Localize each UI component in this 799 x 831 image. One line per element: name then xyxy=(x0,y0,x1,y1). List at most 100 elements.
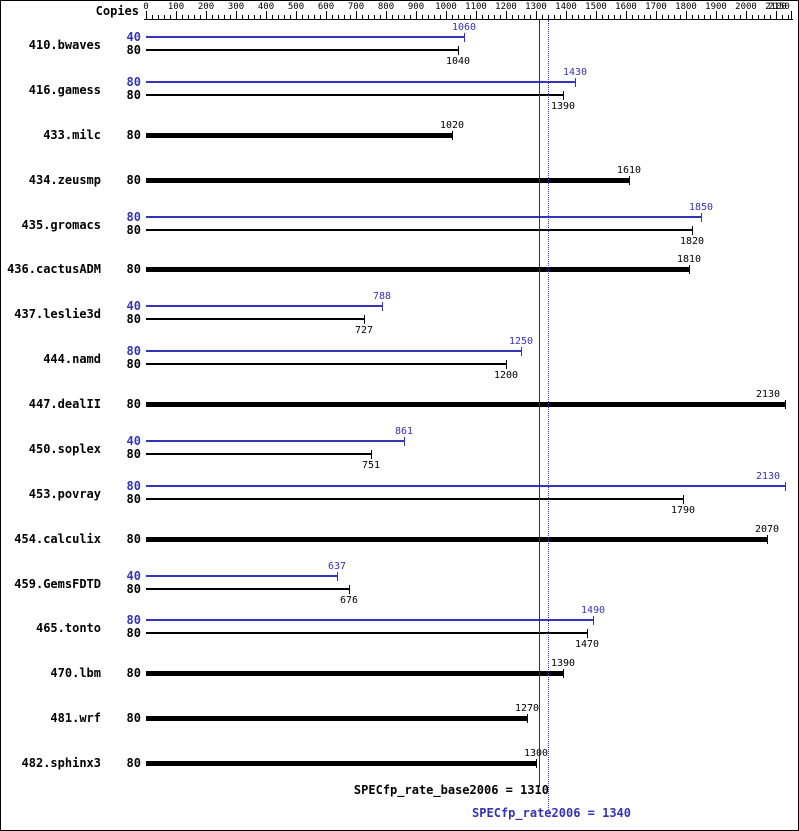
axis-minor-tick xyxy=(614,15,615,19)
benchmark-label: 433.milc xyxy=(43,128,101,142)
bar-endcap xyxy=(521,347,522,356)
axis-major-tick xyxy=(446,11,447,19)
copies-label: 80 xyxy=(126,43,141,57)
value-label: 1820 xyxy=(679,236,705,247)
bar-endcap xyxy=(767,535,768,544)
value-label: 1470 xyxy=(574,639,600,650)
axis-minor-tick xyxy=(314,15,315,19)
copies-label: 80 xyxy=(126,357,141,371)
axis-tick-label: 500 xyxy=(287,2,305,12)
axis-minor-tick xyxy=(500,15,501,19)
value-label: 1390 xyxy=(550,101,576,112)
axis-minor-tick xyxy=(188,15,189,19)
bar-endcap xyxy=(527,714,528,723)
axis-tick-label: 400 xyxy=(257,2,275,12)
axis-minor-tick xyxy=(434,15,435,19)
copies-label: 80 xyxy=(126,312,141,326)
axis-major-tick xyxy=(356,11,357,19)
axis-major-tick xyxy=(566,11,567,19)
copies-label: 80 xyxy=(126,173,141,187)
axis-minor-tick xyxy=(512,15,513,19)
value-label: 1850 xyxy=(688,202,714,213)
axis-tick-label: 300 xyxy=(227,2,245,12)
bar-endcap xyxy=(349,585,350,594)
copies-label: 80 xyxy=(126,479,141,493)
copies-label: 80 xyxy=(126,223,141,237)
benchmark-label: 434.zeusmp xyxy=(28,173,101,187)
bar xyxy=(146,498,683,500)
bar xyxy=(146,632,587,634)
axis-major-tick xyxy=(536,11,537,19)
axis-tick-label: 2000 xyxy=(735,2,757,12)
axis-tick-label: 1300 xyxy=(525,2,547,12)
axis-tick-label: 700 xyxy=(347,2,365,12)
copies-label: 40 xyxy=(126,30,141,44)
copies-label: 80 xyxy=(126,75,141,89)
value-label: 1390 xyxy=(550,658,576,669)
axis-minor-tick xyxy=(218,15,219,19)
axis-minor-tick xyxy=(194,15,195,19)
axis-minor-tick xyxy=(680,15,681,19)
bar xyxy=(146,133,452,138)
value-label: 1810 xyxy=(676,254,702,265)
copies-label: 40 xyxy=(126,569,141,583)
copies-label: 80 xyxy=(126,210,141,224)
bar xyxy=(146,761,536,766)
footer-base-result: SPECfp_rate_base2006 = 1310 xyxy=(353,783,549,797)
axis-minor-tick xyxy=(152,15,153,19)
copies-label: 80 xyxy=(126,666,141,680)
benchmark-label: 447.dealII xyxy=(28,397,101,411)
benchmark-label: 453.povray xyxy=(28,487,101,501)
axis-minor-tick xyxy=(248,15,249,19)
axis-minor-tick xyxy=(644,15,645,19)
axis-minor-tick xyxy=(620,15,621,19)
bar-endcap xyxy=(563,91,564,100)
copies-label: 80 xyxy=(126,626,141,640)
bar-endcap xyxy=(452,131,453,140)
axis-major-tick xyxy=(776,11,777,19)
bar xyxy=(146,216,701,218)
bar xyxy=(146,229,692,231)
axis-major-tick xyxy=(656,11,657,19)
bar xyxy=(146,305,382,307)
axis-minor-tick xyxy=(638,15,639,19)
axis-major-tick xyxy=(506,11,507,19)
copies-label: 80 xyxy=(126,613,141,627)
value-label: 1200 xyxy=(493,370,519,381)
bar-endcap xyxy=(563,669,564,678)
bar-endcap xyxy=(506,360,507,369)
axis-minor-tick xyxy=(350,15,351,19)
axis-minor-tick xyxy=(182,15,183,19)
benchmark-label: 450.soplex xyxy=(28,442,101,456)
bar-endcap xyxy=(371,450,372,459)
benchmark-label: 416.gamess xyxy=(28,83,101,97)
axis-major-tick xyxy=(686,11,687,19)
value-label: 2070 xyxy=(754,524,780,535)
benchmark-label: 481.wrf xyxy=(50,711,101,725)
axis-minor-tick xyxy=(458,15,459,19)
axis-minor-tick xyxy=(452,15,453,19)
bar-endcap xyxy=(683,495,684,504)
axis-minor-tick xyxy=(374,15,375,19)
value-label: 676 xyxy=(339,595,359,606)
bar-endcap xyxy=(382,302,383,311)
axis-minor-tick xyxy=(404,15,405,19)
value-label: 1060 xyxy=(451,22,477,33)
axis-tick-label: 1400 xyxy=(555,2,577,12)
bar-endcap xyxy=(785,482,786,491)
axis-tick-label: 200 xyxy=(197,2,215,12)
value-label: 1250 xyxy=(508,336,534,347)
axis-minor-tick xyxy=(224,15,225,19)
bar xyxy=(146,318,364,320)
axis-minor-tick xyxy=(470,15,471,19)
axis-major-tick xyxy=(476,11,477,19)
axis-minor-tick xyxy=(770,15,771,19)
axis-minor-tick xyxy=(518,15,519,19)
axis-minor-tick xyxy=(590,15,591,19)
axis-minor-tick xyxy=(494,15,495,19)
footer-peak-result: SPECfp_rate2006 = 1340 xyxy=(472,806,631,820)
ref-line-base xyxy=(539,20,540,787)
axis-minor-tick xyxy=(464,15,465,19)
axis-tick-label: 1600 xyxy=(615,2,637,12)
